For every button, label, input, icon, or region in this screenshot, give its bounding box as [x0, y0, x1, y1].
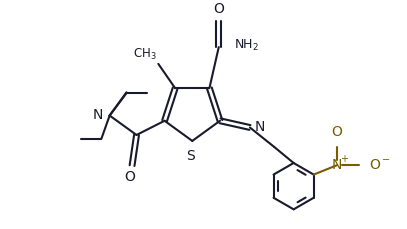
- Text: O: O: [125, 170, 136, 184]
- Text: O: O: [331, 125, 342, 139]
- Text: N: N: [92, 108, 103, 122]
- Text: O: O: [213, 3, 224, 16]
- Text: +: +: [339, 153, 348, 164]
- Text: N: N: [332, 158, 342, 172]
- Text: N: N: [254, 120, 265, 134]
- Text: S: S: [186, 149, 195, 163]
- Text: O$^-$: O$^-$: [370, 158, 392, 172]
- Text: CH$_3$: CH$_3$: [133, 47, 156, 62]
- Text: NH$_2$: NH$_2$: [234, 38, 259, 53]
